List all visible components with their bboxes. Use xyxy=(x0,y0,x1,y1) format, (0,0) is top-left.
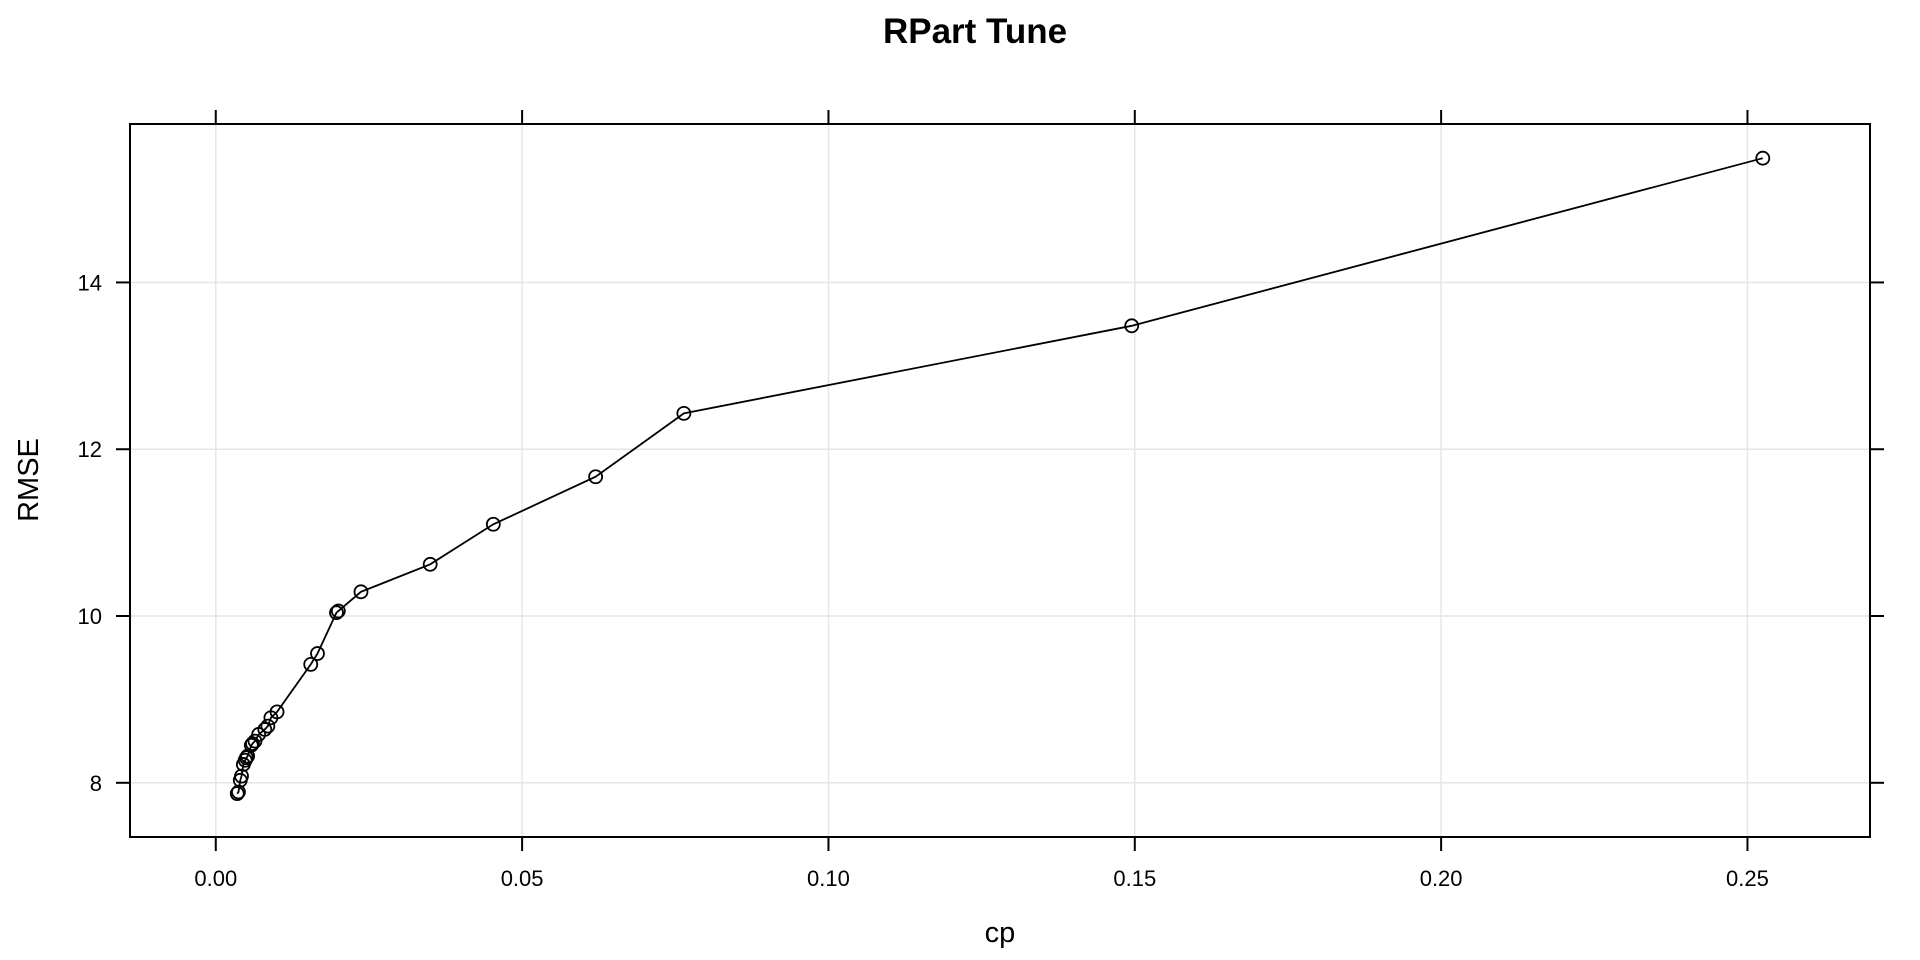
data-point xyxy=(330,603,346,619)
data-point xyxy=(229,786,245,802)
data-point xyxy=(588,469,604,485)
plot-frame xyxy=(129,123,1871,838)
data-point xyxy=(260,718,276,734)
y-tick-label: 10 xyxy=(78,604,102,629)
series-line-group xyxy=(236,157,1764,795)
data-points xyxy=(229,150,1771,802)
axis-ticks: 0.00 0.05 0.10 0.15 0.20 0.25 8 10 12 14 xyxy=(78,110,1884,891)
chart-title: RPart Tune xyxy=(883,12,1067,51)
x-tick-label: 0.20 xyxy=(1420,866,1463,891)
data-point xyxy=(234,768,249,784)
data-point xyxy=(1755,150,1771,166)
y-axis-label: RMSE xyxy=(13,438,45,522)
data-point xyxy=(243,737,259,753)
data-point xyxy=(310,646,325,661)
data-point xyxy=(422,556,438,572)
data-point xyxy=(239,750,254,766)
data-point xyxy=(485,516,501,532)
data-point xyxy=(269,704,285,720)
y-tick-label: 8 xyxy=(90,771,102,796)
x-tick-label: 0.25 xyxy=(1726,866,1769,891)
x-tick-label: 0.15 xyxy=(1113,866,1156,891)
data-point xyxy=(231,784,246,800)
y-tick-label: 12 xyxy=(78,437,102,462)
data-point xyxy=(257,722,273,737)
y-tick-label: 14 xyxy=(78,270,102,295)
data-point xyxy=(303,656,319,672)
series-line xyxy=(236,157,1764,795)
data-point xyxy=(353,584,369,600)
grid xyxy=(130,124,1870,837)
data-point xyxy=(329,605,344,621)
x-tick-label: 0.10 xyxy=(807,866,850,891)
data-point xyxy=(1124,318,1140,334)
x-tick-label: 0.00 xyxy=(194,866,237,891)
x-axis-label: cp xyxy=(985,917,1016,949)
data-point xyxy=(676,405,692,421)
x-tick-label: 0.05 xyxy=(501,866,544,891)
